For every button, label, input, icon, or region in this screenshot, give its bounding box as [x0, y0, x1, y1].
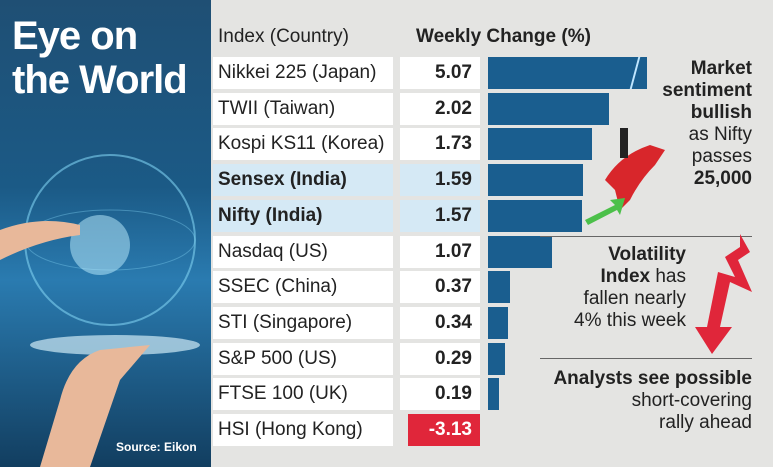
row-label: Sensex (India): [213, 164, 393, 197]
value-label: 0.29: [400, 342, 480, 375]
analysts-note: Analysts see possible short-covering ral…: [520, 368, 752, 434]
column-header-index: Index (Country): [218, 26, 349, 47]
note-line: fallen nearly: [583, 288, 686, 309]
bar: [488, 235, 553, 268]
note-plain: has: [650, 266, 686, 287]
note-line: 4% this week: [574, 310, 686, 331]
bar: [488, 199, 583, 232]
value-label: -3.13: [408, 414, 480, 446]
value-label: 1.59: [400, 164, 480, 197]
bar: [488, 92, 610, 125]
note-line: Volatility: [608, 244, 686, 265]
row-label: SSEC (China): [213, 271, 393, 304]
column-header-weekly-change: Weekly Change (%): [416, 26, 591, 47]
value-label: 2.02: [400, 92, 480, 125]
value-label: 1.73: [400, 128, 480, 161]
source-label: Source: Eikon: [116, 440, 197, 454]
bar: [488, 271, 511, 304]
row-label: TWII (Taiwan): [213, 92, 393, 125]
row-label: Nikkei 225 (Japan): [213, 57, 393, 89]
bar: [488, 57, 647, 89]
sentiment-note: Market sentiment bullish as Nifty passes…: [620, 58, 752, 190]
note-line: bullish: [690, 102, 752, 123]
row-label: Kospi KS11 (Korea): [213, 128, 393, 161]
value-label: 0.37: [400, 271, 480, 304]
bar: [488, 306, 509, 339]
note-line: short-covering: [631, 390, 752, 411]
note-line: rally ahead: [659, 412, 752, 433]
note-line: Market: [690, 58, 752, 79]
bar: [488, 342, 506, 375]
falling-arrow-icon: [695, 234, 752, 354]
value-label: 5.07: [400, 57, 480, 89]
note-bold: Index: [600, 266, 651, 287]
infographic-title: Eye on the World: [12, 14, 188, 102]
note-line: passes: [691, 146, 752, 167]
bar: [488, 128, 592, 161]
hero-image-panel: Eye on the World Source: Eikon: [0, 0, 211, 467]
row-label: Nifty (India): [213, 199, 393, 232]
row-label: STI (Singapore): [213, 306, 393, 339]
title-line-2: the World: [12, 58, 188, 102]
bar: [488, 164, 584, 197]
globe-hand-illustration: [0, 154, 200, 467]
note-line: Analysts see possible: [553, 368, 752, 389]
bar: [488, 378, 500, 411]
value-label: 0.34: [400, 306, 480, 339]
note-line: as Nifty: [688, 124, 752, 145]
divider: [540, 358, 752, 359]
note-line: 25,000: [693, 168, 752, 189]
value-label: 1.07: [400, 235, 480, 268]
value-label: 0.19: [400, 378, 480, 411]
row-label: Nasdaq (US): [213, 235, 393, 268]
row-label: S&P 500 (US): [213, 342, 393, 375]
row-label: FTSE 100 (UK): [213, 378, 393, 411]
note-line: sentiment: [662, 80, 752, 101]
bull-rider-icon: [585, 128, 665, 225]
row-label: HSI (Hong Kong): [213, 414, 393, 446]
volatility-note: Volatility Index has fallen nearly 4% th…: [560, 244, 686, 332]
divider: [540, 236, 752, 237]
title-line-1: Eye on: [12, 14, 138, 58]
value-label: 1.57: [400, 199, 480, 232]
